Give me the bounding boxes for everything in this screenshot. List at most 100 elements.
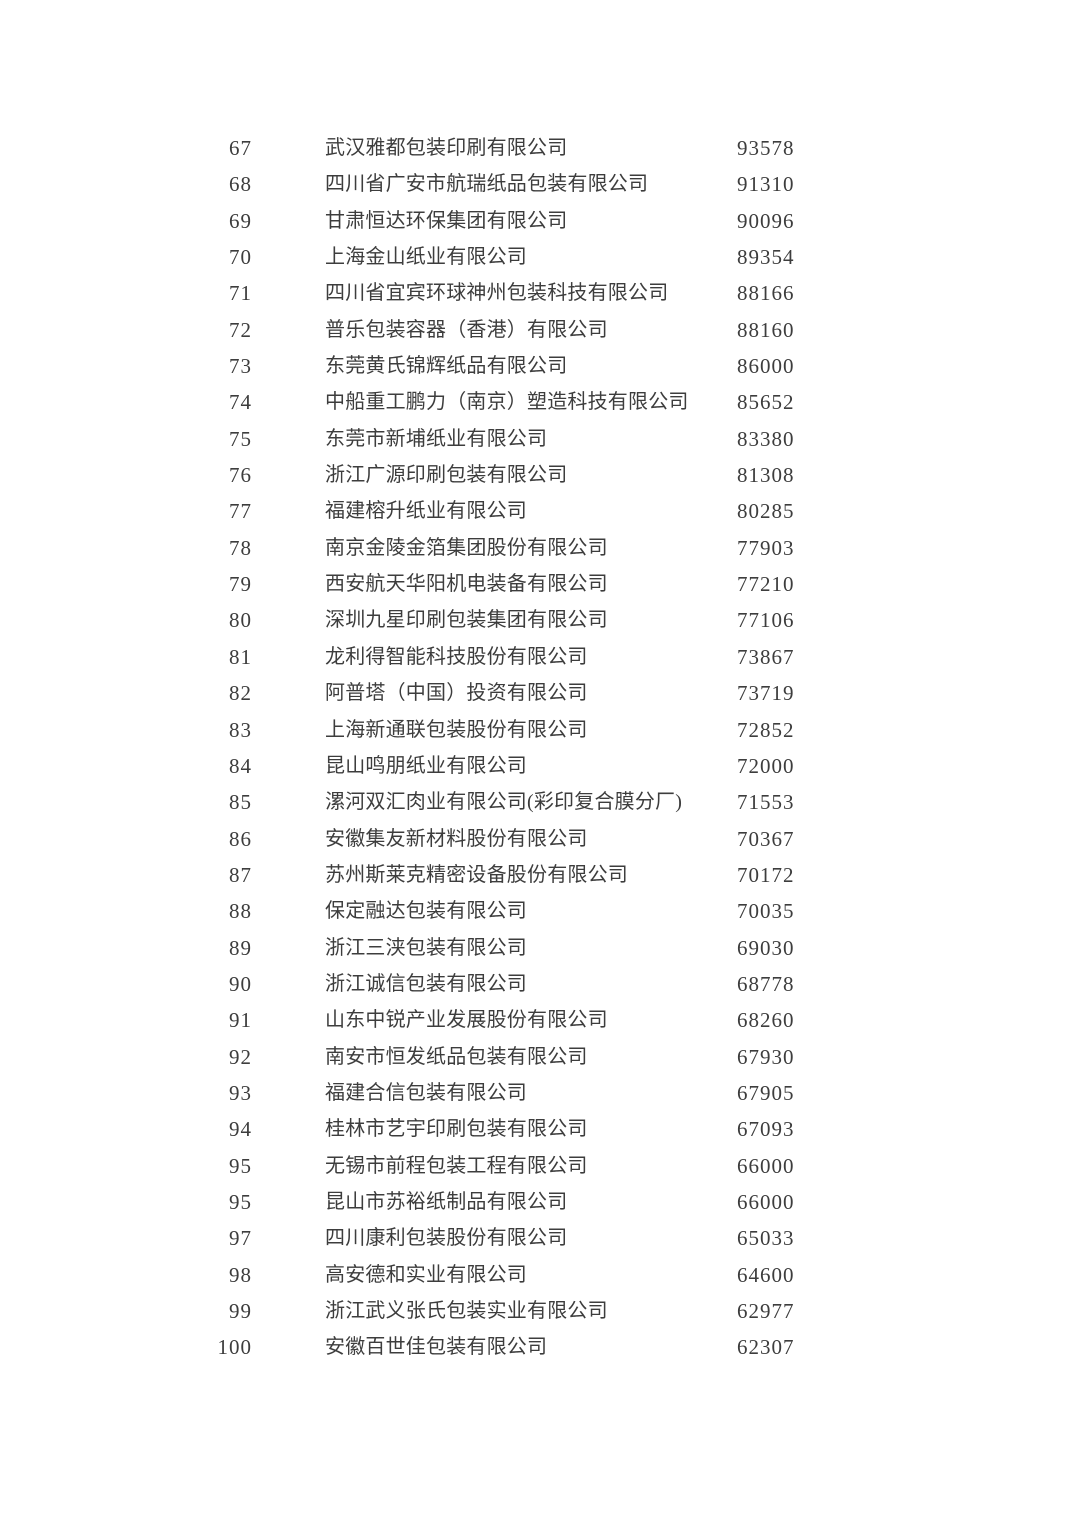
value-cell: 77210 <box>737 572 795 597</box>
table-row: 100 安徽百世佳包装有限公司 62307 <box>0 1329 1080 1365</box>
rank-cell: 79 <box>229 572 252 597</box>
rank-cell: 73 <box>229 354 252 379</box>
table-row: 79 西安航天华阳机电装备有限公司 77210 <box>0 566 1080 602</box>
rank-cell: 91 <box>229 1008 252 1033</box>
company-cell: 武汉雅都包装印刷有限公司 <box>325 137 568 159</box>
value-cell: 86000 <box>737 354 795 379</box>
table-row: 95 无锡市前程包装工程有限公司 66000 <box>0 1148 1080 1184</box>
value-cell: 66000 <box>737 1189 795 1214</box>
value-cell: 64600 <box>737 1262 795 1287</box>
company-cell: 浙江三浃包装有限公司 <box>325 936 527 959</box>
rank-cell: 93 <box>229 1080 252 1105</box>
rank-cell: 75 <box>229 426 252 451</box>
table-row: 84 昆山鸣朋纸业有限公司 72000 <box>0 748 1080 784</box>
table-row: 73 东莞黄氏锦辉纸品有限公司 86000 <box>0 348 1080 384</box>
company-cell: 中船重工鹏力（南京）塑造科技有限公司 <box>325 391 689 414</box>
rank-cell: 71 <box>229 281 252 306</box>
value-cell: 67905 <box>737 1080 795 1105</box>
company-cell: 福建合信包装有限公司 <box>325 1081 527 1104</box>
rank-cell: 80 <box>229 608 252 633</box>
table-row: 86 安徽集友新材料股份有限公司 70367 <box>0 821 1080 857</box>
rank-cell: 72 <box>229 317 252 342</box>
value-cell: 70035 <box>737 899 795 924</box>
value-cell: 66000 <box>737 1153 795 1178</box>
value-cell: 70172 <box>737 862 795 887</box>
rank-cell: 68 <box>229 172 252 197</box>
value-cell: 67930 <box>737 1044 795 1069</box>
company-cell: 南安市恒发纸品包装有限公司 <box>325 1045 588 1068</box>
table-row: 99 浙江武义张氏包装实业有限公司 62977 <box>0 1293 1080 1329</box>
company-ranking-table: 67 武汉雅都包装印刷有限公司 93578 68 四川省广安市航瑞纸品包装有限公司 913… <box>0 130 1080 1366</box>
value-cell: 68778 <box>737 971 795 996</box>
company-cell: 阿普塔（中国）投资有限公司 <box>325 682 588 705</box>
value-cell: 83380 <box>737 426 795 451</box>
value-cell: 69030 <box>737 935 795 960</box>
rank-cell: 83 <box>229 717 252 742</box>
rank-cell: 77 <box>229 499 252 524</box>
company-cell: 龙利得智能科技股份有限公司 <box>325 645 588 668</box>
table-row: 74 中船重工鹏力（南京）塑造科技有限公司 85652 <box>0 384 1080 420</box>
company-cell: 昆山鸣朋纸业有限公司 <box>325 754 527 777</box>
value-cell: 77903 <box>737 535 795 560</box>
company-cell: 苏州斯莱克精密设备股份有限公司 <box>325 863 628 886</box>
table-row: 75 东莞市新埔纸业有限公司 83380 <box>0 421 1080 457</box>
value-cell: 67093 <box>737 1117 795 1142</box>
value-cell: 80285 <box>737 499 795 524</box>
table-row: 95 昆山市苏裕纸制品有限公司 66000 <box>0 1184 1080 1220</box>
value-cell: 77106 <box>737 608 795 633</box>
rank-cell: 88 <box>229 899 252 924</box>
rank-cell: 90 <box>229 971 252 996</box>
value-cell: 73867 <box>737 644 795 669</box>
table-row: 80 深圳九星印刷包装集团有限公司 77106 <box>0 602 1080 638</box>
company-cell: 山东中锐产业发展股份有限公司 <box>325 1009 608 1032</box>
rank-cell: 86 <box>229 826 252 851</box>
value-cell: 88166 <box>737 281 795 306</box>
table-row: 94 桂林市艺宇印刷包装有限公司 67093 <box>0 1111 1080 1147</box>
company-cell: 高安德和实业有限公司 <box>325 1263 527 1286</box>
value-cell: 65033 <box>737 1226 795 1251</box>
company-cell: 漯河双汇肉业有限公司(彩印复合膜分厂) <box>325 791 683 814</box>
company-cell: 四川康利包装股份有限公司 <box>325 1227 568 1250</box>
value-cell: 72000 <box>737 753 795 778</box>
table-row: 69 甘肃恒达环保集团有限公司 90096 <box>0 203 1080 239</box>
table-row: 82 阿普塔（中国）投资有限公司 73719 <box>0 675 1080 711</box>
value-cell: 68260 <box>737 1008 795 1033</box>
company-cell: 无锡市前程包装工程有限公司 <box>325 1154 588 1177</box>
rank-cell: 81 <box>229 644 252 669</box>
company-cell: 甘肃恒达环保集团有限公司 <box>325 209 568 232</box>
company-cell: 浙江诚信包装有限公司 <box>325 972 527 995</box>
value-cell: 70367 <box>737 826 795 851</box>
rank-cell: 92 <box>229 1044 252 1069</box>
company-cell: 上海金山纸业有限公司 <box>325 246 527 269</box>
table-row: 91 山东中锐产业发展股份有限公司 68260 <box>0 1002 1080 1038</box>
table-row: 71 四川省宜宾环球神州包装科技有限公司 88166 <box>0 275 1080 311</box>
company-cell: 安徽集友新材料股份有限公司 <box>325 827 588 850</box>
rank-cell: 70 <box>229 245 252 270</box>
rank-cell: 85 <box>229 790 252 815</box>
value-cell: 89354 <box>737 245 795 270</box>
rank-cell: 84 <box>229 753 252 778</box>
table-row: 88 保定融达包装有限公司 70035 <box>0 893 1080 929</box>
table-row: 68 四川省广安市航瑞纸品包装有限公司 91310 <box>0 166 1080 202</box>
rank-cell: 98 <box>229 1262 252 1287</box>
value-cell: 72852 <box>737 717 795 742</box>
rank-cell: 76 <box>229 463 252 488</box>
company-cell: 四川省广安市航瑞纸品包装有限公司 <box>325 173 649 196</box>
company-cell: 桂林市艺宇印刷包装有限公司 <box>325 1118 588 1141</box>
rank-cell: 95 <box>229 1189 252 1214</box>
table-row: 98 高安德和实业有限公司 64600 <box>0 1257 1080 1293</box>
company-cell: 西安航天华阳机电装备有限公司 <box>325 573 608 596</box>
table-row: 85 漯河双汇肉业有限公司(彩印复合膜分厂) 71553 <box>0 784 1080 820</box>
rank-cell: 99 <box>229 1299 252 1323</box>
value-cell: 85652 <box>737 390 795 415</box>
value-cell: 73719 <box>737 681 795 706</box>
company-cell: 福建榕升纸业有限公司 <box>325 500 527 523</box>
rank-cell: 94 <box>229 1117 252 1142</box>
table-row: 77 福建榕升纸业有限公司 80285 <box>0 493 1080 529</box>
rank-cell: 69 <box>229 208 252 233</box>
value-cell: 62977 <box>737 1299 795 1323</box>
company-cell: 昆山市苏裕纸制品有限公司 <box>325 1190 568 1213</box>
company-cell: 四川省宜宾环球神州包装科技有限公司 <box>325 282 669 305</box>
rank-cell: 74 <box>229 390 252 415</box>
table-row: 93 福建合信包装有限公司 67905 <box>0 1075 1080 1111</box>
